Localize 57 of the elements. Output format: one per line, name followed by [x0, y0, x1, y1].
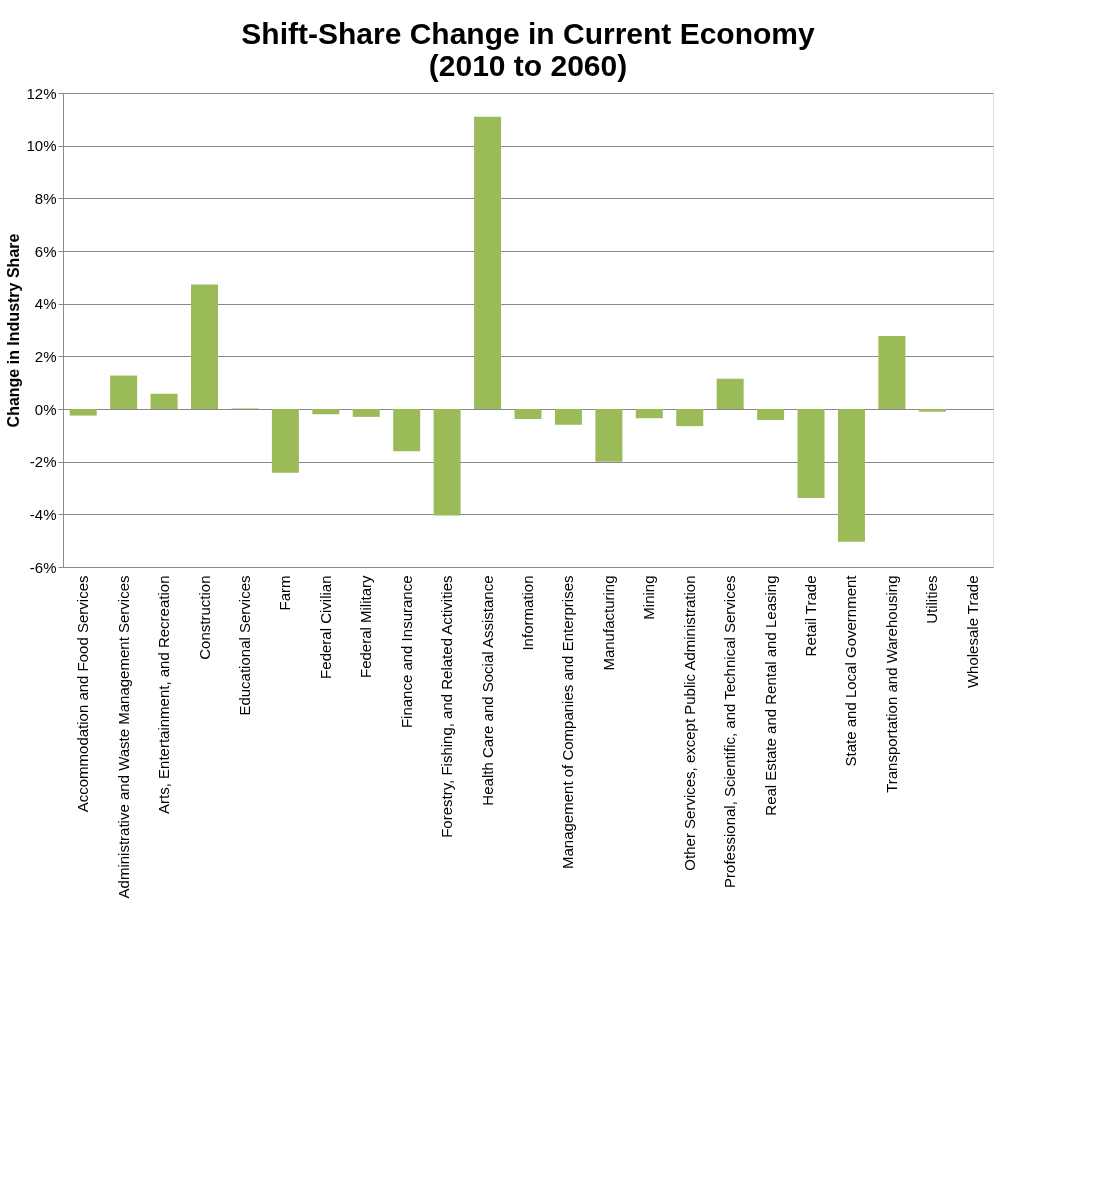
bar — [191, 284, 219, 409]
x-tick-label: Construction — [195, 575, 213, 660]
bar — [393, 409, 421, 452]
x-tick-label: Educational Services — [235, 575, 253, 716]
x-tick-label: Federal Civilian — [316, 575, 334, 679]
bar — [69, 409, 97, 416]
x-tick-label: Real Estate and Rental and Leasing — [761, 575, 779, 816]
x-tick-label: Management of Companies and Enterprises — [559, 575, 577, 869]
y-tick-label: 2% — [34, 347, 57, 365]
bar — [797, 409, 825, 499]
bar — [676, 409, 704, 427]
y-tick-label: 10% — [26, 137, 57, 155]
bar — [716, 378, 744, 409]
x-tick-label: Forestry, Fishing, and Related Activities — [438, 575, 456, 838]
y-tick-label: -2% — [29, 453, 57, 471]
bar — [312, 409, 340, 415]
x-tick-label: Other Services, except Public Administration — [680, 575, 698, 871]
bar — [514, 409, 542, 420]
x-tick-label: Federal Military — [357, 575, 375, 679]
y-tick-label: 6% — [34, 242, 57, 260]
y-tick-label: -4% — [29, 505, 57, 523]
x-tick-label: Wholesale Trade — [963, 575, 981, 689]
bar — [757, 409, 785, 421]
text: Shift-Share Change in Current Economy — [241, 17, 815, 50]
y-tick-label: 8% — [34, 189, 57, 207]
bar — [474, 116, 502, 409]
x-tick-label: Professional, Scientific, and Technical Services — [721, 575, 739, 888]
bar — [352, 409, 380, 417]
x-tick-label: Arts, Entertainment, and Recreation — [155, 575, 173, 814]
x-tick-label: Farm — [276, 575, 294, 611]
x-tick-label: Finance and Insurance — [397, 575, 415, 729]
bar — [878, 336, 906, 409]
x-tick-label: Health Care and Social Assistance — [478, 575, 496, 806]
x-tick-label: Mining — [640, 575, 658, 620]
x-tick-label: State and Local Government — [842, 574, 860, 767]
text: (2010 to 2060) — [428, 49, 628, 82]
x-tick-label: Administrative and Waste Management Services — [114, 575, 132, 899]
y-axis-title: Change in Industry Share — [5, 233, 23, 428]
y-tick-label: 12% — [26, 84, 57, 102]
bar — [150, 393, 178, 409]
x-tick-label: Accommodation and Food Services — [74, 575, 92, 813]
x-tick-label: Transportation and Warehousing — [882, 575, 900, 793]
bar — [271, 409, 299, 473]
bar — [554, 409, 582, 425]
x-tick-label: Retail Trade — [802, 575, 820, 657]
bar — [837, 409, 865, 542]
x-tick-label: Utilities — [923, 575, 941, 624]
y-tick-label: 4% — [34, 295, 57, 313]
x-tick-label: Information — [519, 575, 536, 651]
bar — [110, 375, 138, 409]
y-tick-label: -6% — [29, 558, 57, 576]
y-tick-label: 0% — [34, 400, 57, 418]
x-tick-label: Manufacturing — [599, 575, 617, 671]
bar — [635, 409, 663, 419]
bar — [595, 409, 623, 462]
bar — [918, 409, 946, 412]
bar — [433, 409, 461, 516]
